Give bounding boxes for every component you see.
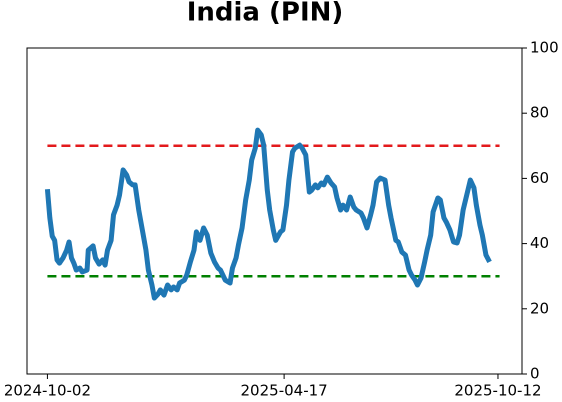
y-tick-label: 60	[530, 169, 549, 187]
y-tick-label: 20	[530, 299, 549, 317]
y-tick-label: 0	[530, 365, 540, 383]
y-tick-label: 80	[530, 104, 549, 122]
x-tick-label: 2025-04-17	[241, 382, 328, 400]
y-tick-label: 40	[530, 234, 549, 252]
y-tick-label: 100	[530, 39, 559, 57]
plot-frame	[26, 47, 523, 375]
x-tick-label: 2024-10-02	[4, 382, 91, 400]
x-tick-label: 2025-10-12	[454, 382, 541, 400]
data-line	[44, 127, 492, 301]
chart-title: India (PIN)	[187, 0, 344, 28]
